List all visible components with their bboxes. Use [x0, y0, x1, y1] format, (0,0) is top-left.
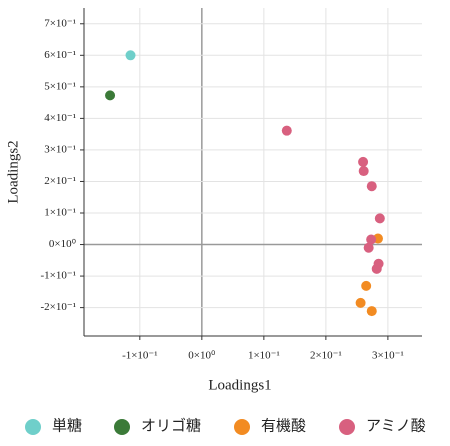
legend-marker — [234, 419, 250, 435]
legend-marker — [339, 419, 355, 435]
y-tick-label: 6×10⁻¹ — [44, 49, 76, 61]
point — [355, 297, 366, 308]
y-tick-label: -1×10⁻¹ — [41, 270, 76, 282]
point — [363, 242, 374, 253]
point — [366, 181, 377, 192]
x-axis-label: Loadings1 — [208, 377, 271, 393]
y-tick-label: 3×10⁻¹ — [44, 143, 76, 155]
y-tick-label: 5×10⁻¹ — [44, 80, 76, 92]
x-tick-label: 0×10⁰ — [188, 350, 216, 362]
point — [366, 306, 377, 317]
y-tick-label: 4×10⁻¹ — [44, 112, 76, 124]
point — [358, 166, 369, 177]
x-tick-label: -1×10⁻¹ — [122, 350, 157, 362]
point — [125, 50, 136, 61]
y-axis-label: Loadings2 — [5, 140, 21, 203]
legend-label: オリゴ糖 — [141, 416, 201, 434]
point — [281, 125, 292, 136]
y-tick-label: 1×10⁻¹ — [44, 207, 76, 219]
legend-label: 単糖 — [52, 417, 82, 434]
y-tick-label: 0×10⁰ — [49, 238, 77, 250]
point — [105, 90, 116, 101]
point — [358, 156, 369, 167]
y-tick-label: 7×10⁻¹ — [44, 17, 76, 29]
legend-label: アミノ酸 — [366, 417, 426, 434]
x-tick-label: 2×10⁻¹ — [310, 350, 342, 362]
point — [366, 234, 377, 245]
x-tick-label: 1×10⁻¹ — [248, 350, 280, 362]
legend-marker — [114, 419, 130, 435]
x-tick-label: 3×10⁻¹ — [372, 350, 404, 362]
point — [374, 213, 385, 224]
legend-label: 有機酸 — [261, 417, 306, 434]
legend-marker — [25, 419, 41, 435]
y-tick-label: 2×10⁻¹ — [44, 175, 76, 187]
point — [361, 280, 372, 291]
y-tick-label: -2×10⁻¹ — [41, 301, 76, 313]
point — [371, 263, 382, 274]
